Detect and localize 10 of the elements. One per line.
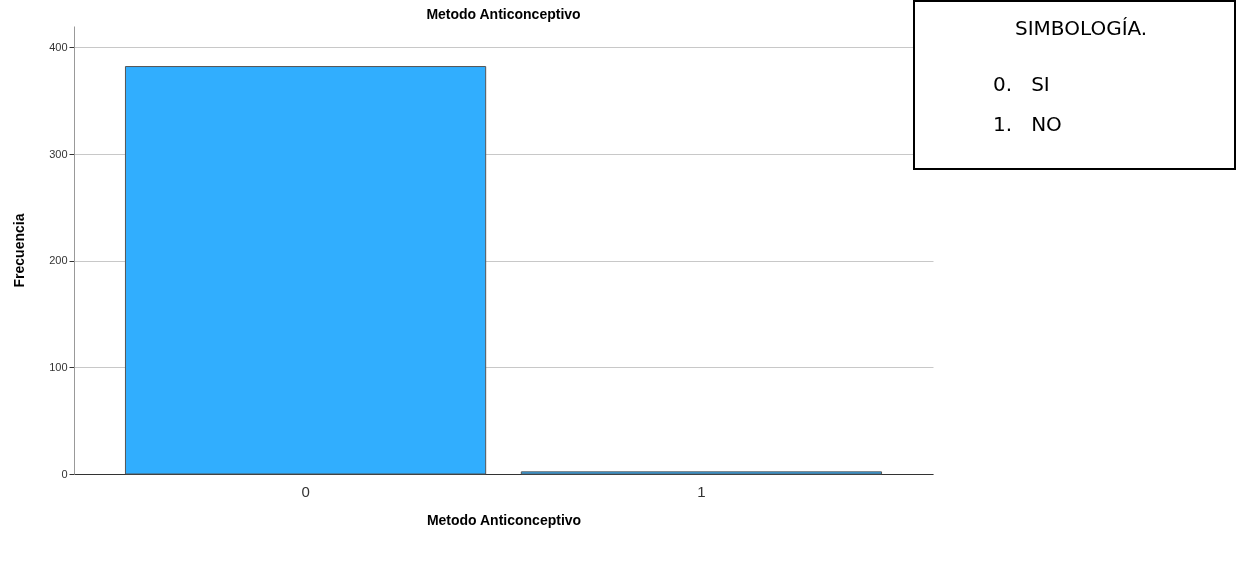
chart-title: Metodo Anticonceptivo [426, 6, 581, 22]
y-tick-label: 300 [49, 147, 68, 160]
y-tick-label: 0 [61, 467, 68, 480]
y-axis-title: Frecuencia [11, 213, 28, 288]
key-box: SIMBOLOGÍA. 0. SI 1. NO [913, 0, 1236, 170]
y-tick-label: 200 [49, 254, 68, 267]
x-axis-title: Metodo Anticonceptivo [426, 511, 582, 528]
x-tick-label: 1 [697, 482, 706, 500]
y-tick-label: 100 [49, 360, 68, 373]
y-tick-label: 400 [49, 40, 68, 53]
